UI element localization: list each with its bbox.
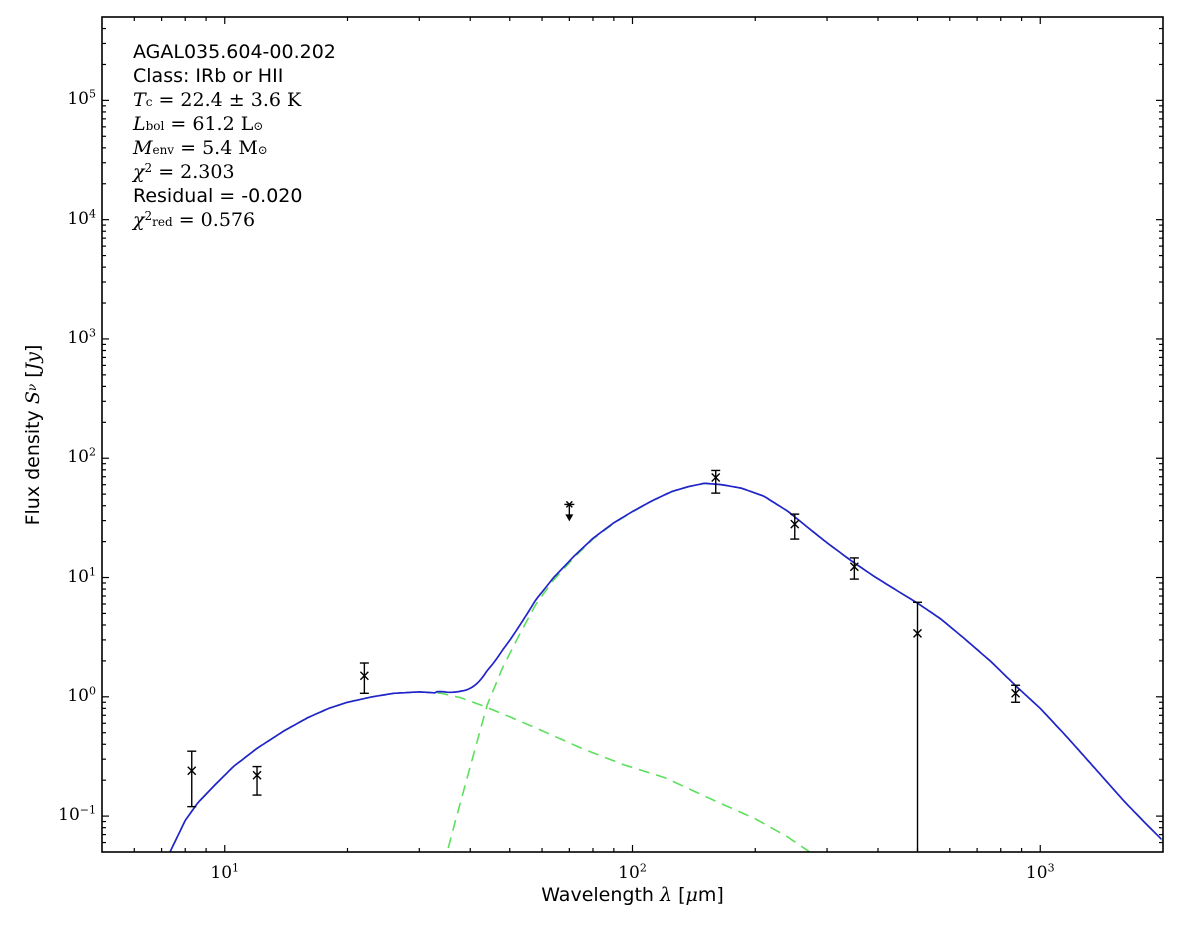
text-segment: Wavelength: [541, 884, 660, 906]
y-tick-label: 100: [67, 684, 96, 706]
data-points: [187, 469, 1021, 851]
y-axis-label: Flux density Sν [Jy]: [22, 345, 44, 526]
text-segment: Residual = -0.020: [133, 185, 303, 207]
text-segment: AGAL035.604-00.202: [133, 41, 336, 63]
y-tick-label: 104: [67, 207, 96, 229]
data-point-marker: [790, 519, 800, 529]
data-point-errorbar: [359, 662, 369, 695]
x-axis-label: Wavelength λ [μm]: [102, 884, 1163, 906]
text-segment: = 0.576: [172, 209, 256, 231]
y-tick-label: 10−1: [58, 803, 96, 826]
text-segment: bol: [145, 119, 165, 133]
data-point-marker: [913, 628, 923, 638]
data-point-errorbar: [252, 765, 262, 796]
data-point-marker: [187, 766, 197, 776]
text-segment: = 2.303: [152, 161, 235, 183]
text-segment: Jy: [22, 352, 44, 371]
y-tick-label: 102: [67, 445, 96, 468]
text-segment: ν: [25, 383, 39, 392]
plot-area: [169, 469, 1163, 852]
text-segment: Class: IRb or HII: [133, 65, 284, 87]
text-segment: red: [152, 215, 173, 229]
text-segment: T: [133, 89, 146, 111]
data-point-errorbar: [711, 469, 721, 494]
data-point-errorbar: [913, 601, 923, 851]
x-tick-label: 102: [618, 861, 647, 883]
y-tick-label: 105: [67, 87, 96, 110]
annotation-line: Residual = -0.020: [133, 184, 336, 208]
data-point-marker: [359, 671, 369, 681]
text-segment: ⊙: [253, 119, 264, 133]
text-segment: S: [22, 391, 44, 405]
data-point-marker: [849, 562, 859, 572]
annotation-line: Class: IRb or HII: [133, 64, 336, 88]
data-point-errorbar: [1011, 684, 1021, 703]
model-fit-curve: [169, 482, 1162, 852]
text-segment: [: [672, 884, 686, 906]
text-segment: ⊙: [257, 143, 268, 157]
text-segment: [: [22, 370, 44, 384]
x-tick-label: 103: [1025, 861, 1055, 883]
text-segment: = 61.2 L: [164, 113, 254, 135]
text-segment: M: [133, 137, 153, 159]
annotation-line: χ 2 red = 0.576: [133, 208, 336, 232]
axis-ticks: [102, 17, 1163, 852]
y-tick-label: 103: [67, 326, 96, 348]
upper-limit-marker: [564, 500, 575, 522]
annotation-line: AGAL035.604-00.202: [133, 40, 336, 64]
x-tick-label: 101: [210, 861, 240, 883]
y-tick-label: 101: [67, 564, 96, 587]
text-segment: m]: [697, 884, 724, 906]
text-segment: 2: [144, 161, 153, 175]
text-segment: = 5.4 M: [174, 137, 258, 159]
text-segment: λ: [659, 884, 673, 906]
text-segment: μ: [685, 884, 698, 906]
text-segment: L: [133, 113, 146, 135]
text-segment: env: [152, 143, 175, 157]
data-point-errorbar: [790, 513, 800, 540]
data-point-marker: [252, 770, 262, 780]
text-segment: χ: [133, 209, 145, 231]
data-point-errorbar: [187, 750, 197, 808]
data-point-marker: [1011, 688, 1021, 698]
text-segment: = 22.4 ± 3.6 K: [152, 89, 302, 111]
cold-component-curve: [446, 482, 1163, 852]
data-point-marker: [711, 472, 721, 482]
text-segment: χ: [133, 161, 145, 183]
text-segment: c: [145, 95, 153, 109]
warm-component-curve: [169, 691, 812, 852]
text-segment: 2: [144, 209, 153, 223]
data-point-errorbar: [849, 557, 859, 580]
